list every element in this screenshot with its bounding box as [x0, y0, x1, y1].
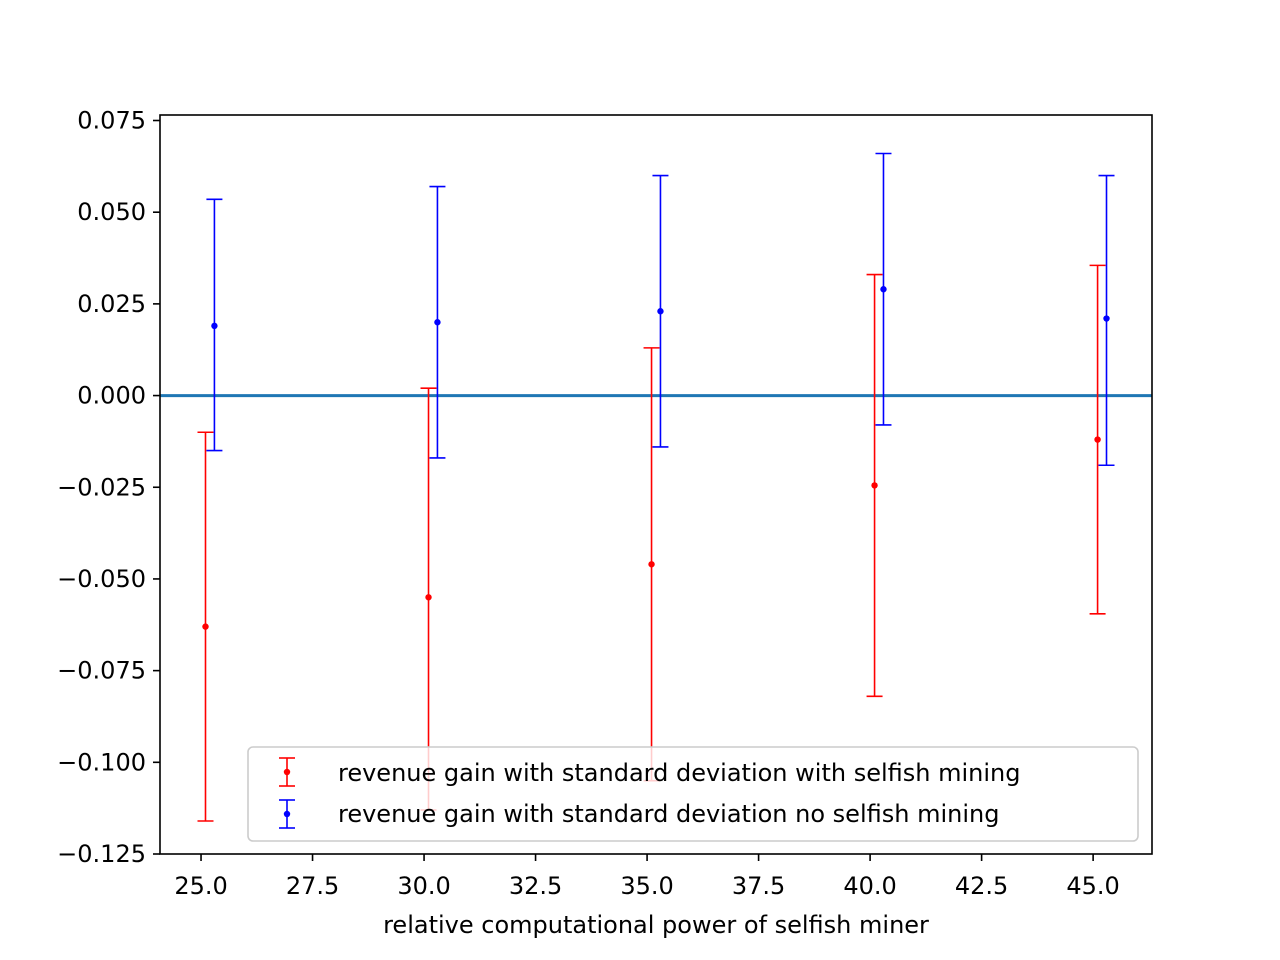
legend-marker-selfish [279, 757, 295, 787]
legend-label-no-selfish: revenue gain with standard deviation no … [338, 800, 999, 828]
y-tick-label: 0.025 [77, 290, 146, 318]
plot-frame [159, 114, 1153, 855]
legend-box [247, 746, 1139, 842]
x-tick-label: 35.0 [620, 872, 673, 900]
data-point-selfish [871, 482, 878, 489]
x-tick-label: 40.0 [843, 872, 896, 900]
data-layer [160, 152, 1152, 822]
data-point-selfish [1094, 436, 1101, 443]
data-point-selfish [648, 561, 655, 568]
y-tick-label: −0.100 [57, 748, 146, 776]
legend: revenue gain with standard deviation wit… [247, 746, 1139, 842]
data-point-no-selfish [880, 286, 887, 293]
x-axis-label: relative computational power of selfish … [383, 911, 929, 939]
data-point-no-selfish [434, 319, 441, 326]
x-tick-label: 37.5 [732, 872, 785, 900]
series-group [197, 152, 1115, 822]
x-tick-label: 32.5 [509, 872, 562, 900]
legend-label-selfish: revenue gain with standard deviation wit… [338, 759, 1020, 787]
data-point-selfish [425, 594, 432, 601]
y-tick-label: −0.050 [57, 565, 146, 593]
x-tick-label: 27.5 [286, 872, 339, 900]
x-tick-label: 42.5 [955, 872, 1008, 900]
x-tick-label: 25.0 [174, 872, 227, 900]
data-point-no-selfish [211, 322, 218, 330]
data-point-no-selfish [657, 308, 664, 315]
data-point-selfish [202, 623, 209, 630]
y-tick-label: 0.000 [77, 382, 146, 410]
y-tick-label: 0.050 [77, 198, 146, 226]
y-tick-label: −0.075 [57, 657, 146, 685]
y-tick-label: −0.025 [57, 473, 146, 501]
ticks-layer: 25.0 27.5 30.0 32.5 35.0 37.5 40.0 42.5 45.0 0.07… [57, 107, 1120, 900]
data-point-no-selfish [1103, 315, 1110, 322]
x-tick-label: 30.0 [397, 872, 450, 900]
y-tick-label: 0.075 [77, 107, 146, 135]
legend-marker-no-selfish [279, 799, 295, 829]
y-tick-label: −0.125 [57, 840, 146, 868]
x-tick-label: 45.0 [1066, 872, 1119, 900]
